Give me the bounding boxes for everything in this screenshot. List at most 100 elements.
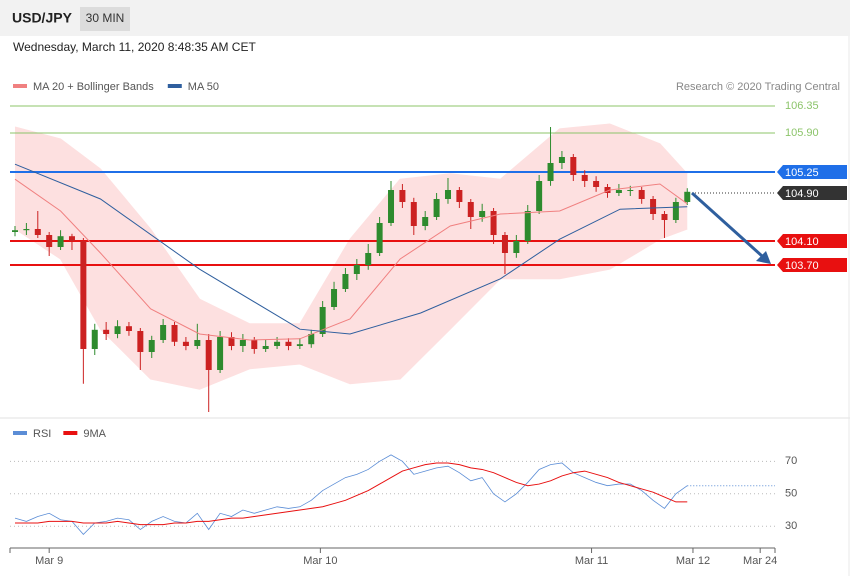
candle-body (80, 241, 87, 349)
candle-body (524, 211, 531, 241)
candle-body (331, 289, 338, 307)
candle-body (137, 331, 144, 352)
candle-body (296, 344, 303, 346)
main-layer: MA 20 + Bollinger Bands MA 50 Research © 2… (10, 81, 847, 412)
candle-body (262, 346, 269, 349)
level-label: 106.35 (785, 100, 819, 112)
candle-body (239, 340, 246, 346)
candle-body (684, 191, 691, 202)
header-bar (0, 0, 850, 36)
ma-line (14, 178, 688, 341)
x-tick-label: Mar 10 (303, 555, 337, 567)
candle-body (319, 307, 326, 334)
band-upper (14, 123, 688, 325)
forecast-arrowhead (756, 251, 771, 264)
candle-body (547, 163, 554, 181)
candle-body (274, 341, 281, 346)
legend-label: MA 20 + Bollinger Bands (33, 81, 154, 93)
candle-body (615, 190, 622, 193)
level-label: 105.25 (785, 167, 819, 179)
candle-body (501, 235, 508, 253)
candle-body (422, 217, 429, 226)
legend-label: RSI (33, 428, 51, 440)
level-box (777, 234, 847, 248)
candle-body (376, 223, 383, 253)
y-tick-label: 50 (785, 488, 797, 500)
timeframe-box (80, 7, 130, 31)
band-layer (14, 123, 688, 390)
candle-body (171, 325, 178, 342)
x-tick-label: Mar 9 (35, 555, 63, 567)
candle-body (23, 229, 30, 231)
timestamp: Wednesday, March 11, 2020 8:48:35 AM CET (13, 40, 256, 54)
candle-body (194, 340, 201, 346)
level-label: 103.70 (785, 260, 819, 272)
timeframe: 30 MIN (86, 11, 125, 25)
candle-body (34, 229, 41, 235)
legend-swatch (167, 84, 182, 88)
candle-body (638, 190, 645, 199)
candle-body (650, 199, 657, 214)
forecast-arrow (690, 191, 764, 258)
candle-body (103, 329, 110, 334)
candle-body (91, 329, 98, 349)
legend-swatch (13, 84, 27, 88)
legend-label: MA 50 (188, 81, 219, 93)
candle-body (342, 274, 349, 289)
level-box (777, 258, 847, 272)
candle-body (353, 265, 360, 274)
band-lower (14, 228, 688, 390)
legend-swatch (63, 431, 78, 435)
ma-line (14, 163, 688, 335)
candle-body (228, 337, 235, 346)
level-label: 104.90 (785, 188, 819, 200)
level-label: 105.90 (785, 127, 819, 139)
candle-body (160, 325, 167, 340)
x-tick-label: Mar 12 (676, 555, 710, 567)
candle-body (285, 341, 292, 346)
candle-body (125, 326, 132, 331)
legend-swatch (13, 431, 27, 435)
candle-body (479, 211, 486, 217)
rsi-line (15, 462, 688, 526)
y-tick-label: 30 (785, 520, 797, 532)
x-tick-label: Mar 11 (575, 555, 608, 567)
candle-body (467, 202, 474, 217)
y-tick-label: 70 (785, 455, 797, 467)
candle-body (57, 236, 64, 247)
rsi-line (14, 454, 688, 535)
candle-body (114, 326, 121, 334)
candle-body (251, 340, 258, 349)
candle-body (570, 157, 577, 175)
candle-body (46, 235, 53, 247)
candle-body (182, 341, 189, 346)
candle-body (12, 230, 18, 232)
candle-body (388, 190, 395, 223)
candle-body (581, 175, 588, 181)
candle-body (536, 181, 543, 211)
candle-body (672, 202, 679, 220)
symbol: USD/JPY (12, 10, 73, 26)
candle-body (365, 253, 372, 265)
x-tick-label: Mar 24 (743, 555, 777, 567)
candle-body (217, 337, 224, 370)
candle-body (456, 190, 463, 202)
level-box (777, 165, 847, 179)
level-label: 104.10 (785, 236, 819, 248)
candle-body (604, 187, 611, 193)
credit: Research © 2020 Trading Central (676, 81, 840, 93)
legend-label: 9MA (83, 428, 106, 440)
candle-body (490, 211, 497, 235)
candle-body (148, 340, 155, 352)
candle-body (627, 190, 634, 191)
candle-body (399, 190, 406, 202)
candle-body (205, 340, 212, 370)
candle-body (444, 190, 451, 199)
candle-body (433, 199, 440, 217)
band-fill (15, 124, 688, 390)
candle-body (558, 157, 565, 163)
rsi-layer: RSI 9MA 30 50 70 Mar 9 Mar 10 Mar 11 Mar 12 Mar 2… (9, 428, 797, 567)
candle-body (308, 334, 315, 345)
